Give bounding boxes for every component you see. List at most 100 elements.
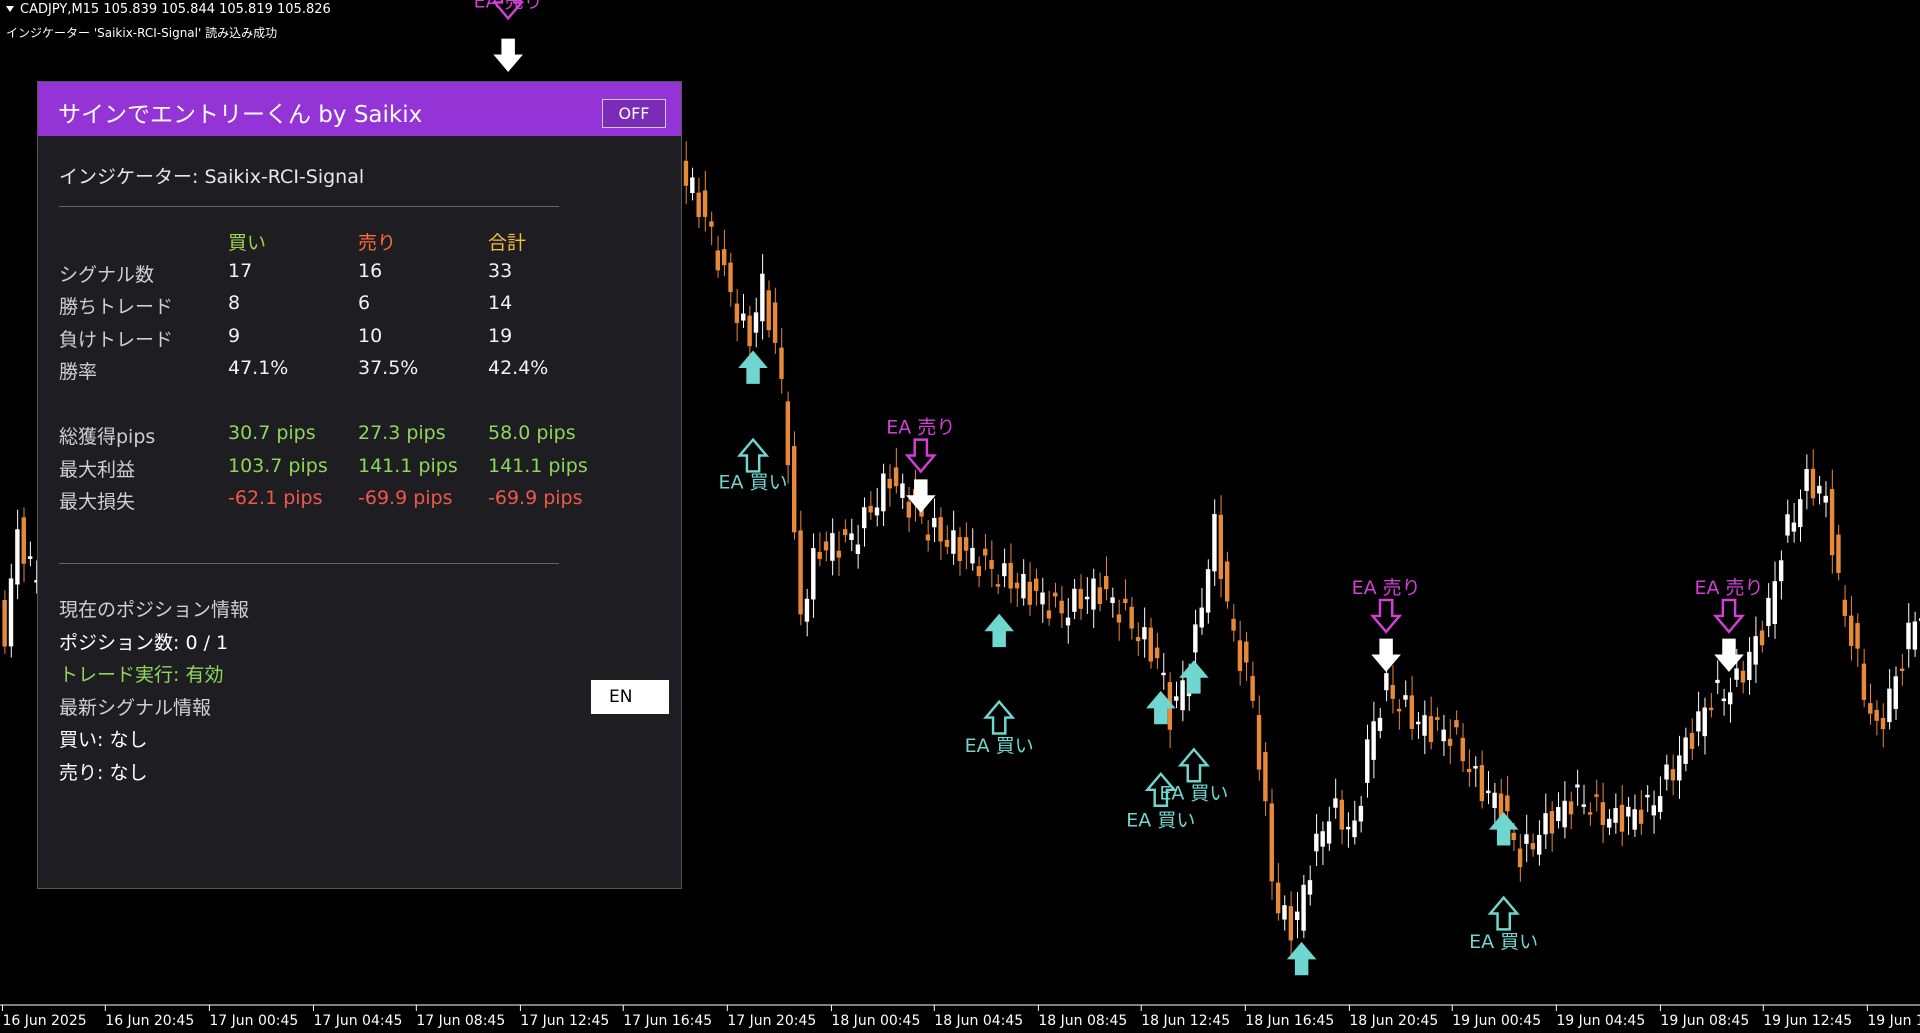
candle-body (1823, 495, 1828, 503)
candle-body (1059, 600, 1064, 614)
candle-body (1683, 737, 1688, 764)
candle-body (1479, 765, 1485, 802)
candle-body (1842, 599, 1848, 616)
candle-body (1893, 676, 1898, 709)
signal-arrow (984, 613, 1014, 648)
candle-body (1021, 573, 1026, 599)
candle-body (983, 548, 988, 556)
separator (59, 563, 559, 564)
stat-value: -62.1 pips (228, 487, 323, 509)
candle-body (830, 533, 835, 561)
candle-body (721, 249, 727, 266)
indicator-name: インジケーター: Saikix-RCI-Signal (59, 166, 365, 188)
x-tick-label: 17 Jun 20:45 (727, 1013, 816, 1029)
signal-arrow (1487, 895, 1520, 931)
candle-body (1435, 717, 1440, 720)
candle-body (1568, 801, 1574, 815)
signal-arrow (906, 479, 936, 513)
candle-body (1352, 820, 1357, 838)
signal-label: EA 売り (886, 416, 955, 438)
candle-body (817, 551, 822, 559)
candle-body (1123, 598, 1128, 604)
stat-value: 14 (488, 292, 513, 314)
candle-body (1562, 800, 1567, 828)
candle-body (1295, 911, 1300, 920)
candle-body (1104, 575, 1109, 590)
stat-value: 42.4% (488, 357, 549, 379)
candle-body (1645, 794, 1650, 798)
candle-body (792, 446, 797, 533)
candle-body (868, 505, 873, 513)
x-tick-label: 18 Jun 04:45 (934, 1013, 1023, 1029)
row-label: 勝率 (59, 361, 98, 383)
candle-body (925, 534, 931, 541)
candle-body (932, 517, 937, 528)
candle-body (734, 303, 740, 323)
signal-label: EA 売り (474, 0, 543, 12)
toggle-button[interactable]: OFF (602, 99, 666, 128)
signal-arrow (1286, 941, 1317, 976)
stat-value: 9 (228, 325, 241, 347)
candle-body (753, 312, 759, 333)
x-tick-label: 16 Jun 20:45 (105, 1013, 194, 1029)
candle-body (1613, 808, 1618, 823)
ea-panel: サインでエントリーくん by Saikix OFF インジケーター: Saiki… (37, 81, 682, 889)
language-button[interactable]: EN (591, 680, 669, 714)
x-tick-label: 18 Jun 12:45 (1141, 1013, 1230, 1029)
signal-arrow (1488, 812, 1519, 846)
row-label: 最大利益 (59, 459, 136, 481)
candle-body (798, 530, 803, 615)
signal-arrow (1177, 747, 1210, 783)
candle-body (1053, 592, 1058, 597)
column-header: 売り (358, 232, 397, 254)
candle-body (1231, 618, 1236, 631)
stat-value: -69.9 pips (358, 487, 453, 509)
candle-body (1556, 806, 1561, 822)
candle-body (976, 566, 982, 577)
candle-body (766, 290, 771, 331)
candle-body (1377, 717, 1383, 731)
candle-body (1002, 563, 1007, 577)
candle-body (1524, 834, 1529, 844)
signal-arrow (492, 0, 525, 21)
candle-body (1734, 668, 1739, 680)
candle-body (963, 537, 969, 551)
candle-body (1677, 755, 1682, 781)
position-info: ポジション数: 0 / 1 (59, 632, 229, 654)
candle-body (938, 517, 943, 542)
stat-value: 8 (228, 292, 241, 314)
candle-body (1339, 799, 1344, 830)
candle-body (34, 580, 39, 583)
candle-body (1492, 792, 1497, 809)
stat-value: 47.1% (228, 357, 289, 379)
stat-value: -69.9 pips (488, 487, 583, 509)
candle-body (1766, 597, 1771, 626)
candle-body (1454, 720, 1459, 728)
signal-label: EA 売り (1352, 577, 1421, 599)
candle-body (747, 315, 752, 347)
candle-body (842, 529, 848, 536)
candle-body (1148, 627, 1153, 662)
candle-body (1657, 796, 1663, 813)
candle-body (1804, 469, 1809, 491)
candle-body (1180, 680, 1185, 711)
candle-body (1899, 668, 1905, 672)
separator (59, 206, 559, 207)
candle-body (1708, 707, 1714, 711)
candle-body (1428, 716, 1434, 743)
candle-body (690, 177, 695, 194)
candle-body (1224, 561, 1230, 602)
candle-body (1721, 698, 1727, 702)
candle-body (1027, 581, 1032, 605)
candle-body (15, 529, 20, 585)
candle-body (1205, 569, 1211, 613)
candle-body (1511, 832, 1516, 841)
x-tick-label: 17 Jun 08:45 (416, 1013, 505, 1029)
candle-body (1084, 596, 1090, 600)
x-tick-label: 16 Jun 2025 (2, 1013, 86, 1029)
signal-label: EA 買い (1126, 810, 1195, 832)
candle-body (951, 530, 956, 554)
x-tick-label: 19 Jun 16:45 (1867, 1013, 1920, 1029)
